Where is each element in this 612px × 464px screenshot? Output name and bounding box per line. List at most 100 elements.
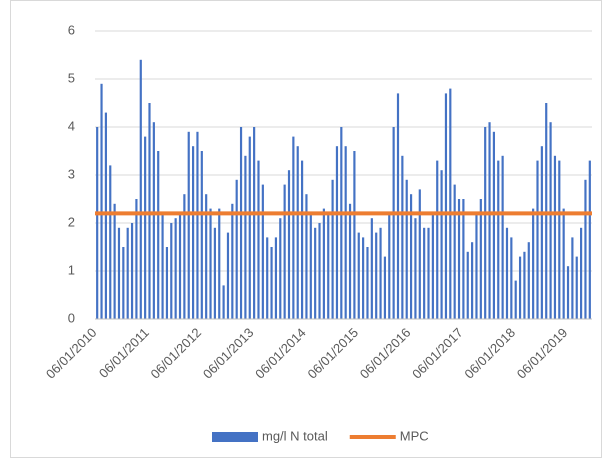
bar bbox=[248, 136, 251, 319]
bar bbox=[514, 280, 517, 319]
bar bbox=[117, 227, 121, 319]
bar bbox=[292, 136, 295, 319]
bar bbox=[161, 213, 164, 319]
bar bbox=[261, 184, 264, 319]
bar bbox=[296, 146, 299, 319]
bar bbox=[505, 227, 509, 319]
y-tick-label: 0 bbox=[68, 310, 75, 325]
bar bbox=[423, 227, 426, 319]
bar bbox=[523, 251, 526, 319]
bar bbox=[510, 237, 513, 319]
bar bbox=[135, 199, 138, 319]
bar bbox=[257, 160, 260, 319]
bar bbox=[218, 208, 221, 319]
bar bbox=[226, 232, 230, 319]
bar bbox=[584, 179, 587, 319]
bar bbox=[122, 247, 125, 319]
bar bbox=[165, 247, 169, 319]
bar bbox=[222, 285, 225, 319]
bar bbox=[418, 189, 421, 319]
bar bbox=[453, 184, 456, 319]
bar bbox=[518, 256, 522, 319]
bar bbox=[196, 131, 199, 319]
bar bbox=[231, 203, 234, 319]
bar bbox=[444, 93, 448, 320]
bar bbox=[239, 127, 243, 319]
bar bbox=[279, 218, 282, 319]
bar bbox=[375, 232, 378, 319]
bar bbox=[471, 242, 474, 319]
bar bbox=[300, 160, 304, 319]
bar bbox=[362, 237, 365, 319]
bar bbox=[580, 227, 583, 319]
bar bbox=[205, 194, 208, 319]
bar bbox=[427, 227, 430, 319]
bar bbox=[344, 146, 347, 319]
bar bbox=[130, 223, 134, 319]
bar bbox=[178, 213, 182, 319]
bar bbox=[571, 237, 574, 319]
bar bbox=[348, 203, 352, 319]
bar bbox=[431, 213, 434, 319]
bar bbox=[144, 136, 147, 319]
bar bbox=[100, 83, 103, 319]
bar bbox=[327, 213, 330, 319]
bar bbox=[436, 160, 439, 319]
bar bbox=[357, 232, 360, 319]
bar bbox=[558, 160, 561, 319]
legend-label: MPC bbox=[400, 428, 429, 443]
bar bbox=[545, 103, 548, 319]
bar bbox=[527, 242, 530, 319]
bar bbox=[157, 151, 160, 319]
bar bbox=[104, 112, 107, 319]
bar bbox=[283, 184, 286, 319]
bar bbox=[540, 146, 543, 319]
bar bbox=[109, 165, 112, 319]
bar bbox=[396, 93, 400, 320]
bar bbox=[270, 247, 273, 319]
bar bbox=[209, 208, 212, 319]
bar bbox=[484, 127, 487, 319]
bar bbox=[340, 127, 343, 319]
bar bbox=[335, 146, 339, 319]
bar bbox=[588, 160, 591, 319]
bar bbox=[287, 170, 291, 319]
bar bbox=[174, 218, 177, 319]
bar bbox=[126, 227, 129, 319]
bar bbox=[475, 213, 478, 319]
y-tick-label: 5 bbox=[68, 70, 75, 85]
bar bbox=[401, 155, 404, 319]
bar bbox=[370, 218, 373, 319]
bar bbox=[152, 122, 155, 319]
bar bbox=[492, 131, 495, 319]
bar bbox=[457, 199, 461, 319]
legend-label: mg/l N total bbox=[262, 428, 328, 443]
bar bbox=[318, 223, 321, 319]
bar bbox=[244, 155, 247, 319]
y-tick-label: 3 bbox=[68, 166, 75, 181]
bar bbox=[536, 160, 539, 319]
bar bbox=[562, 208, 565, 319]
bar bbox=[305, 194, 308, 319]
bar bbox=[139, 59, 142, 320]
bar bbox=[266, 237, 269, 319]
bar bbox=[414, 218, 417, 319]
y-tick-label: 4 bbox=[68, 118, 75, 133]
bar bbox=[113, 203, 116, 319]
bar bbox=[187, 131, 190, 319]
bar bbox=[192, 146, 195, 319]
bar bbox=[575, 256, 578, 319]
bar bbox=[392, 127, 395, 319]
bar bbox=[183, 194, 186, 319]
bar bbox=[497, 160, 500, 319]
bar bbox=[379, 227, 382, 319]
y-tick-label: 1 bbox=[68, 262, 75, 277]
bar bbox=[501, 155, 504, 319]
bar bbox=[366, 247, 369, 319]
bar bbox=[253, 127, 256, 319]
bar bbox=[235, 179, 238, 319]
bar bbox=[331, 179, 334, 319]
bar bbox=[170, 223, 173, 319]
bar bbox=[462, 199, 465, 319]
